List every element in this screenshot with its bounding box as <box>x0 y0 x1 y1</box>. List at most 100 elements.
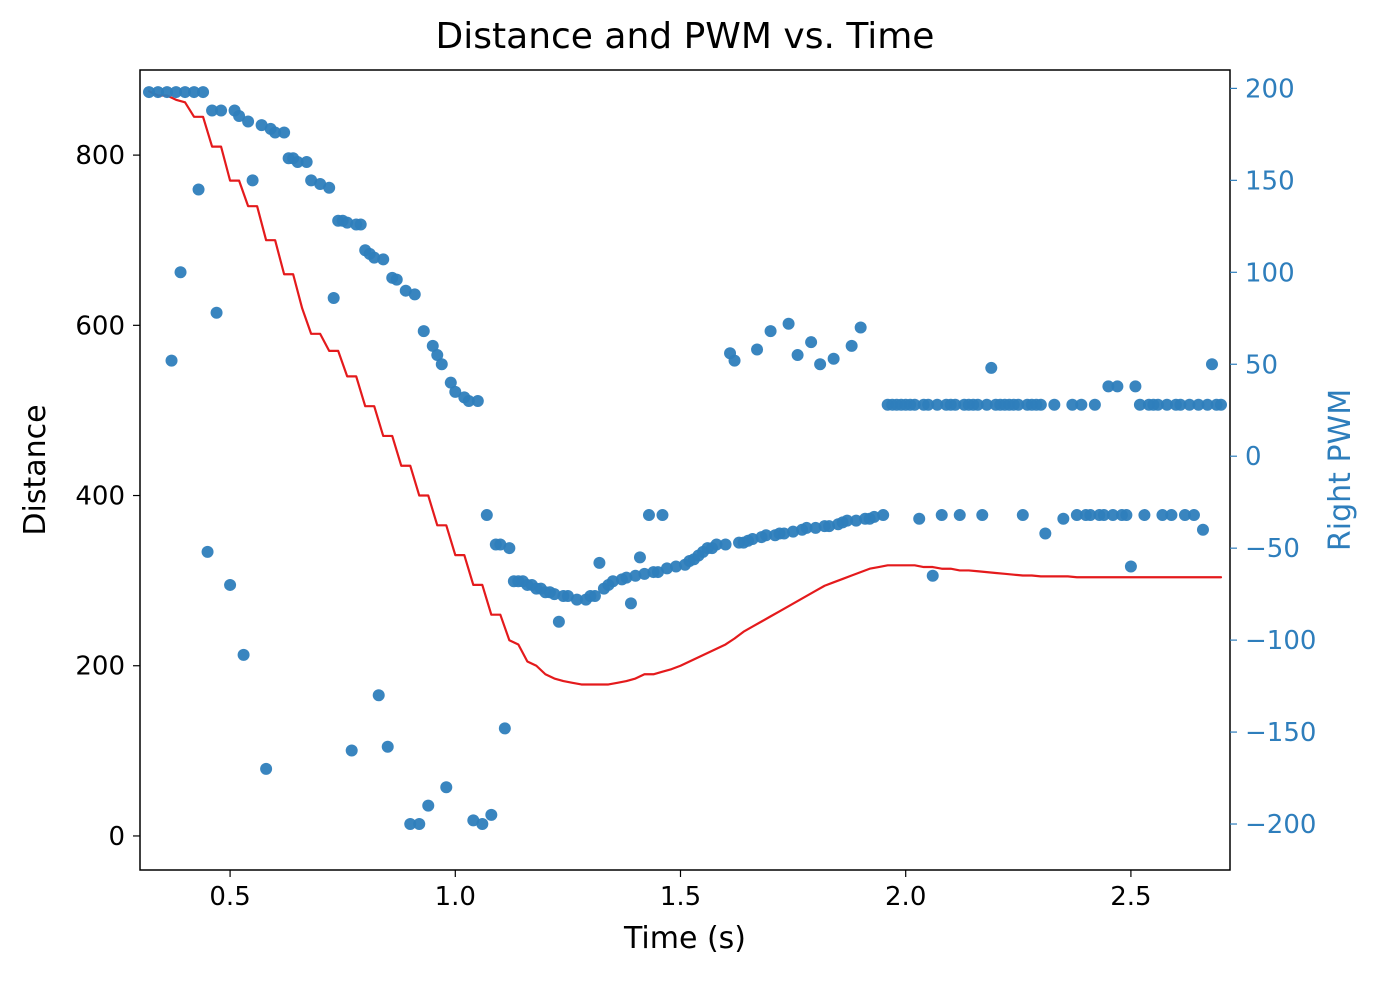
y-right-tick-label: 100 <box>1245 258 1295 288</box>
y-right-tick-label: −100 <box>1245 626 1316 656</box>
pwm-point <box>355 218 367 230</box>
chart-svg: Distance and PWM vs. Time 0.5 1.0 1.5 2.0 2.5… <box>0 0 1396 988</box>
pwm-point <box>976 509 988 521</box>
y-left-tick-label: 800 <box>75 141 125 171</box>
y-left-tick-label: 600 <box>75 311 125 341</box>
x-tick-label: 2.0 <box>885 882 926 912</box>
pwm-point <box>1129 380 1141 392</box>
y-right-axis-label: Right PWM <box>1323 389 1358 551</box>
pwm-point <box>1188 509 1200 521</box>
pwm-point <box>278 127 290 139</box>
pwm-point <box>877 509 889 521</box>
x-tick-label: 0.5 <box>209 882 250 912</box>
pwm-point <box>382 741 394 753</box>
pwm-point <box>1111 380 1123 392</box>
x-axis-label: Time (s) <box>623 921 746 956</box>
x-tick-label: 1.0 <box>435 882 476 912</box>
pwm-point <box>751 344 763 356</box>
y-right-tick-label: 150 <box>1245 166 1295 196</box>
pwm-point <box>913 513 925 525</box>
pwm-point <box>202 546 214 558</box>
pwm-point <box>485 809 497 821</box>
y-right-tick-label: 50 <box>1245 350 1278 380</box>
pwm-point <box>242 115 254 127</box>
pwm-point <box>418 325 430 337</box>
pwm-point <box>1120 509 1132 521</box>
pwm-point <box>215 104 227 116</box>
pwm-point <box>855 321 867 333</box>
y-left-axis-label: Distance <box>18 404 53 535</box>
pwm-point <box>224 579 236 591</box>
y-right-tick-label: 0 <box>1245 442 1262 472</box>
pwm-point <box>413 818 425 830</box>
pwm-point <box>1048 399 1060 411</box>
pwm-point <box>1017 509 1029 521</box>
pwm-point <box>656 509 668 521</box>
pwm-point <box>301 156 313 168</box>
pwm-point <box>211 307 223 319</box>
chart-background <box>0 0 1396 988</box>
pwm-point <box>346 744 358 756</box>
pwm-point <box>1165 509 1177 521</box>
pwm-point <box>197 86 209 98</box>
pwm-point <box>1197 524 1209 536</box>
y-right-tick-label: 200 <box>1245 74 1295 104</box>
pwm-point <box>814 358 826 370</box>
pwm-point <box>472 395 484 407</box>
chart-container: Distance and PWM vs. Time 0.5 1.0 1.5 2.0 2.5… <box>0 0 1396 988</box>
pwm-point <box>499 722 511 734</box>
y-left-tick-label: 400 <box>75 482 125 512</box>
pwm-point <box>553 616 565 628</box>
pwm-point <box>481 509 493 521</box>
pwm-point <box>440 781 452 793</box>
pwm-point <box>805 336 817 348</box>
pwm-point <box>1039 527 1051 539</box>
pwm-point <box>1125 561 1137 573</box>
pwm-point <box>260 763 272 775</box>
pwm-point <box>476 818 488 830</box>
pwm-point <box>792 349 804 361</box>
pwm-point <box>783 318 795 330</box>
pwm-point <box>643 509 655 521</box>
pwm-point <box>1035 399 1047 411</box>
pwm-point <box>720 538 732 550</box>
chart-title: Distance and PWM vs. Time <box>436 16 935 57</box>
pwm-point <box>193 184 205 196</box>
pwm-point <box>503 542 515 554</box>
x-tick-label: 2.5 <box>1110 882 1151 912</box>
y-right-tick-label: −200 <box>1245 810 1316 840</box>
pwm-point <box>1206 358 1218 370</box>
pwm-point <box>175 266 187 278</box>
x-tick-label: 1.5 <box>660 882 701 912</box>
pwm-point <box>1215 399 1227 411</box>
pwm-point <box>846 340 858 352</box>
pwm-point <box>828 353 840 365</box>
pwm-point <box>625 597 637 609</box>
pwm-point <box>1057 513 1069 525</box>
pwm-point <box>954 509 966 521</box>
pwm-point <box>166 355 178 367</box>
pwm-point <box>1075 399 1087 411</box>
pwm-point <box>238 649 250 661</box>
y-right-tick-label: −50 <box>1245 534 1300 564</box>
y-right-tick-label: −150 <box>1245 718 1316 748</box>
pwm-point <box>765 325 777 337</box>
y-left-tick-label: 200 <box>75 652 125 682</box>
pwm-point <box>247 174 259 186</box>
pwm-point <box>1138 509 1150 521</box>
pwm-point <box>409 288 421 300</box>
pwm-point <box>391 274 403 286</box>
pwm-point <box>377 253 389 265</box>
pwm-point <box>422 800 434 812</box>
pwm-point <box>593 557 605 569</box>
pwm-point <box>927 570 939 582</box>
pwm-point <box>985 362 997 374</box>
pwm-point <box>936 509 948 521</box>
pwm-point <box>328 292 340 304</box>
y-left-tick-label: 0 <box>108 822 125 852</box>
pwm-point <box>323 182 335 194</box>
pwm-point <box>373 689 385 701</box>
pwm-point <box>1089 399 1101 411</box>
pwm-point <box>436 358 448 370</box>
pwm-point <box>729 355 741 367</box>
